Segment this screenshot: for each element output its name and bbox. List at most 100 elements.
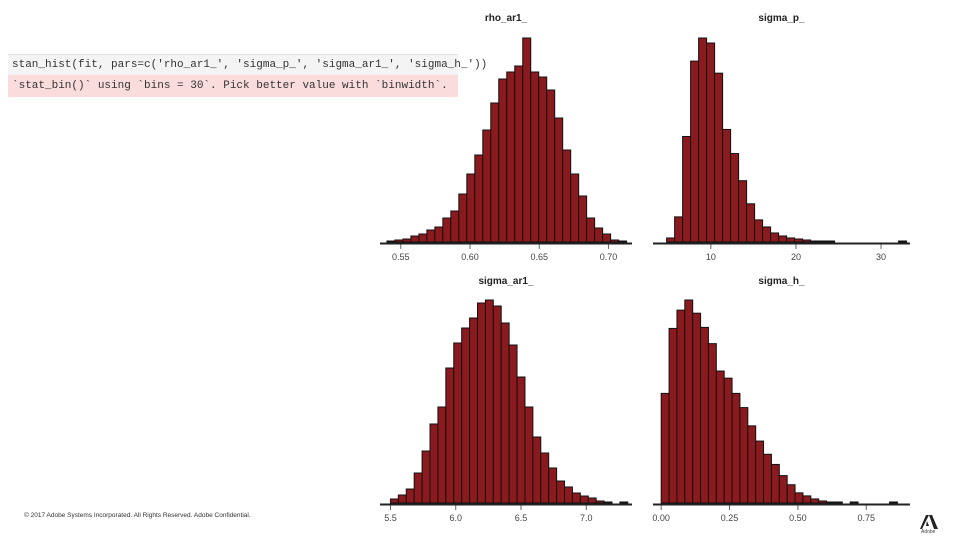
panel-title: sigma_ar1_ — [478, 276, 533, 287]
histogram-bar — [586, 217, 596, 243]
histogram-bar — [506, 71, 516, 243]
histogram-bar — [386, 240, 396, 243]
panel-title: sigma_h_ — [758, 276, 805, 287]
histogram-bar — [826, 501, 835, 504]
histogram-bar — [570, 173, 580, 243]
histogram-bar — [731, 392, 741, 504]
histogram-bar — [397, 494, 407, 504]
histogram-bar — [706, 42, 716, 243]
histogram-bar — [739, 407, 749, 504]
histogram-bar — [402, 238, 412, 243]
histogram-bar — [754, 219, 764, 243]
histogram-bar — [833, 501, 843, 504]
histogram-bar — [453, 342, 463, 504]
histogram-bar — [730, 153, 740, 243]
histogram-bar — [889, 501, 898, 504]
histogram-bar — [676, 309, 686, 504]
adobe-logo-text: Adobe — [921, 529, 936, 535]
histogram-bar — [450, 210, 460, 243]
histogram-bar — [762, 226, 772, 243]
histogram-bar — [405, 488, 415, 504]
histogram-bar — [602, 233, 612, 243]
histogram-bar — [546, 89, 556, 243]
histogram-bar — [674, 216, 684, 243]
histogram-bar — [714, 72, 724, 243]
histogram-bar — [802, 239, 812, 243]
histogram-bar — [802, 495, 812, 504]
histogram-bar — [445, 367, 455, 504]
histogram-bar — [556, 480, 566, 504]
histogram-bar — [618, 240, 628, 243]
histogram-bar — [707, 343, 717, 504]
histogram-bar — [684, 299, 694, 504]
histogram-bar — [466, 173, 476, 243]
histogram-bar — [763, 453, 772, 504]
histogram-bar — [594, 227, 604, 243]
histogram-bar — [530, 71, 540, 243]
x-tick-label: 0.00 — [652, 513, 670, 523]
histogram-bar — [548, 467, 558, 504]
x-tick-label: 0.70 — [600, 252, 618, 262]
histogram-bar — [429, 423, 439, 504]
histogram-bar — [492, 305, 502, 504]
histogram-bar — [794, 238, 804, 243]
histogram-bar — [579, 495, 589, 504]
histogram-bar — [540, 452, 550, 504]
x-tick-label: 0.60 — [461, 252, 479, 262]
histogram-bar — [564, 486, 573, 504]
histogram-bar — [413, 472, 423, 504]
histogram-bar — [786, 237, 796, 243]
panel-title: rho_ar1_ — [485, 13, 528, 24]
histogram-bar — [458, 193, 468, 243]
code-output-block: stan_hist(fit, pars=c('rho_ar1_', 'sigma… — [8, 54, 487, 97]
histogram-bar — [469, 317, 478, 504]
histogram-bar — [426, 229, 436, 243]
x-tick-label: 20 — [791, 252, 801, 262]
histogram-bar — [508, 344, 518, 504]
histogram-bar — [522, 37, 532, 243]
x-tick-label: 0.75 — [857, 513, 875, 523]
histogram-bar — [700, 326, 709, 504]
histogram-bar — [554, 117, 564, 243]
histogram-bar — [578, 195, 588, 243]
histogram-bar — [810, 498, 820, 504]
x-tick-label: 6.0 — [449, 513, 462, 523]
histogram-bar — [421, 450, 431, 504]
x-tick-label: 0.65 — [530, 252, 548, 262]
histogram-bar — [778, 235, 788, 243]
histogram-bar — [442, 217, 452, 243]
copyright-footer: © 2017 Adobe Systems Incorporated. All R… — [24, 512, 251, 519]
histogram-bar — [394, 239, 404, 243]
histogram-bar — [666, 237, 676, 243]
histogram-bar — [770, 232, 780, 243]
histogram-bar — [538, 76, 548, 243]
histogram-bar — [849, 501, 859, 504]
histogram-bar — [524, 406, 534, 504]
histogram-bar — [498, 78, 508, 243]
histogram-bar — [898, 240, 908, 243]
histogram-bar — [389, 498, 399, 504]
histogram-bar — [461, 327, 471, 504]
histogram-bar — [738, 180, 748, 243]
histogram-bar — [514, 65, 524, 243]
histogram-bar — [746, 203, 756, 243]
histogram-bar — [818, 240, 828, 243]
histogram-bar — [692, 312, 702, 504]
histogram-bar — [786, 484, 796, 504]
histogram-bar — [418, 233, 428, 243]
histogram-bar — [723, 377, 733, 504]
warning-message: `stat_bin()` using `bins = 30`. Pick bet… — [8, 75, 458, 97]
histogram-bar — [826, 240, 836, 243]
histogram-bar — [587, 497, 597, 504]
histogram-bar — [500, 322, 510, 504]
x-tick-label: 0.25 — [721, 513, 739, 523]
histogram-bar — [610, 239, 620, 243]
histogram-bar — [571, 492, 581, 504]
histogram-bar — [747, 425, 757, 504]
x-tick-label: 30 — [876, 252, 886, 262]
histogram-bar — [532, 436, 542, 504]
histogram-bar — [810, 240, 820, 243]
histogram-bar — [818, 500, 828, 504]
histogram-bar — [603, 501, 613, 504]
